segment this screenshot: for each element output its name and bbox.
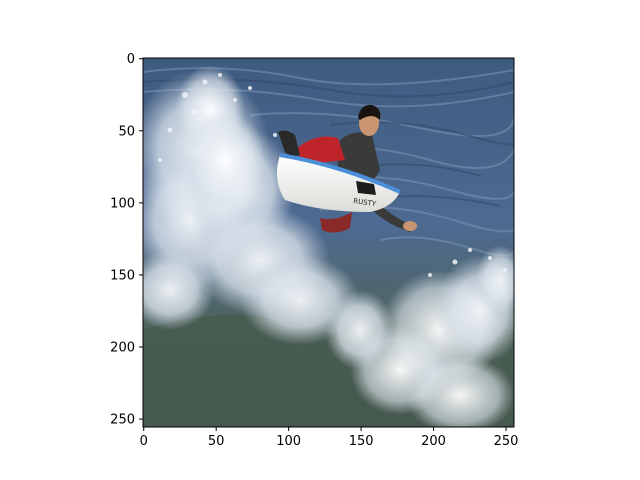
y-tick-label: 100 bbox=[110, 196, 135, 211]
y-tick-label: 0 bbox=[127, 52, 135, 67]
x-tick-label: 50 bbox=[208, 434, 225, 449]
x-axis-ticks: 0 50 100 150 200 250 bbox=[140, 427, 519, 449]
surfer-hair bbox=[358, 104, 381, 120]
surf-photo: RUSTY bbox=[143, 58, 514, 427]
surfer-back-leg bbox=[320, 212, 352, 233]
x-tick-label: 200 bbox=[421, 434, 446, 449]
y-tick-label: 250 bbox=[110, 413, 135, 428]
surfboard-brand-text: RUSTY bbox=[353, 197, 378, 208]
x-tick-label: 150 bbox=[349, 434, 374, 449]
surfboard-logo bbox=[356, 181, 376, 195]
spray-foam bbox=[143, 65, 360, 345]
x-tick-label: 0 bbox=[140, 434, 148, 449]
x-tick-label: 250 bbox=[494, 434, 519, 449]
y-tick-label: 50 bbox=[118, 124, 135, 139]
x-tick-label: 100 bbox=[276, 434, 301, 449]
surfboard: RUSTY bbox=[276, 153, 401, 212]
surfer-shorts bbox=[295, 136, 345, 165]
axes-frame bbox=[142, 57, 515, 428]
surfer-leg bbox=[278, 130, 300, 156]
surfboard-rail bbox=[279, 153, 401, 194]
y-tick-label: 200 bbox=[110, 341, 135, 356]
breaking-foam bbox=[325, 245, 514, 427]
water-droplets bbox=[158, 73, 507, 277]
y-axis-ticks: 0 50 100 150 200 250 bbox=[110, 52, 143, 428]
y-tick-label: 150 bbox=[110, 268, 135, 283]
surfboard-deck bbox=[276, 155, 400, 212]
surfer-hand bbox=[403, 221, 417, 231]
